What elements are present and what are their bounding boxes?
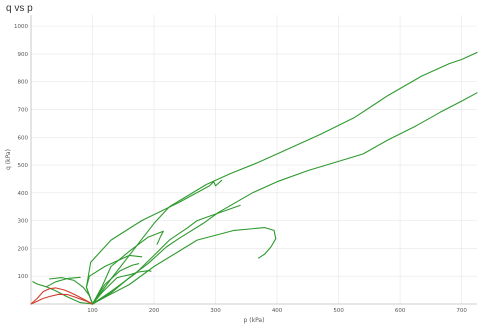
x-tick-label: 700 [456,308,467,314]
series-line-14 [30,287,94,305]
y-axis-label: q (kPa) [5,149,12,170]
series-line-3 [85,254,143,305]
y-tick-label: 700 [18,107,29,113]
series-line-13 [30,293,94,305]
series-line-2 [85,179,223,305]
y-tick-label: 500 [18,163,29,169]
series-line-6 [32,281,94,305]
y-tick-label: 900 [18,52,29,58]
grid [31,15,477,304]
series-line-7 [45,276,81,288]
series-line-10 [91,270,152,305]
y-tick-label: 300 [18,219,29,225]
series-line-4 [91,227,277,305]
y-tick-label: 100 [18,274,29,280]
series-line-8 [91,204,241,305]
series-line-12 [48,277,94,305]
x-tick-label: 400 [272,308,283,314]
x-tick-label: 600 [395,308,406,314]
x-tick-label: 300 [210,308,221,314]
x-tick-label: 100 [87,308,98,314]
series-lines [30,51,478,305]
tick-labels: 100 200 300 400 500 600 700 100 200 300 400 500 600 7… [14,24,467,314]
series-line-5 [91,92,478,305]
y-tick-label: 600 [18,135,29,141]
series-line-9 [91,230,164,305]
y-tick-label: 1000 [14,24,28,30]
axes [30,15,477,305]
series-line-1 [91,51,478,305]
y-tick-label: 400 [18,191,29,197]
y-tick-label: 800 [18,80,29,86]
series-line-11 [91,263,140,305]
chart-title: q vs p [6,3,33,14]
x-axis-label: p (kPa) [244,317,265,324]
y-tick-label: 200 [18,246,29,252]
x-tick-label: 200 [149,308,160,314]
x-tick-label: 500 [333,308,344,314]
